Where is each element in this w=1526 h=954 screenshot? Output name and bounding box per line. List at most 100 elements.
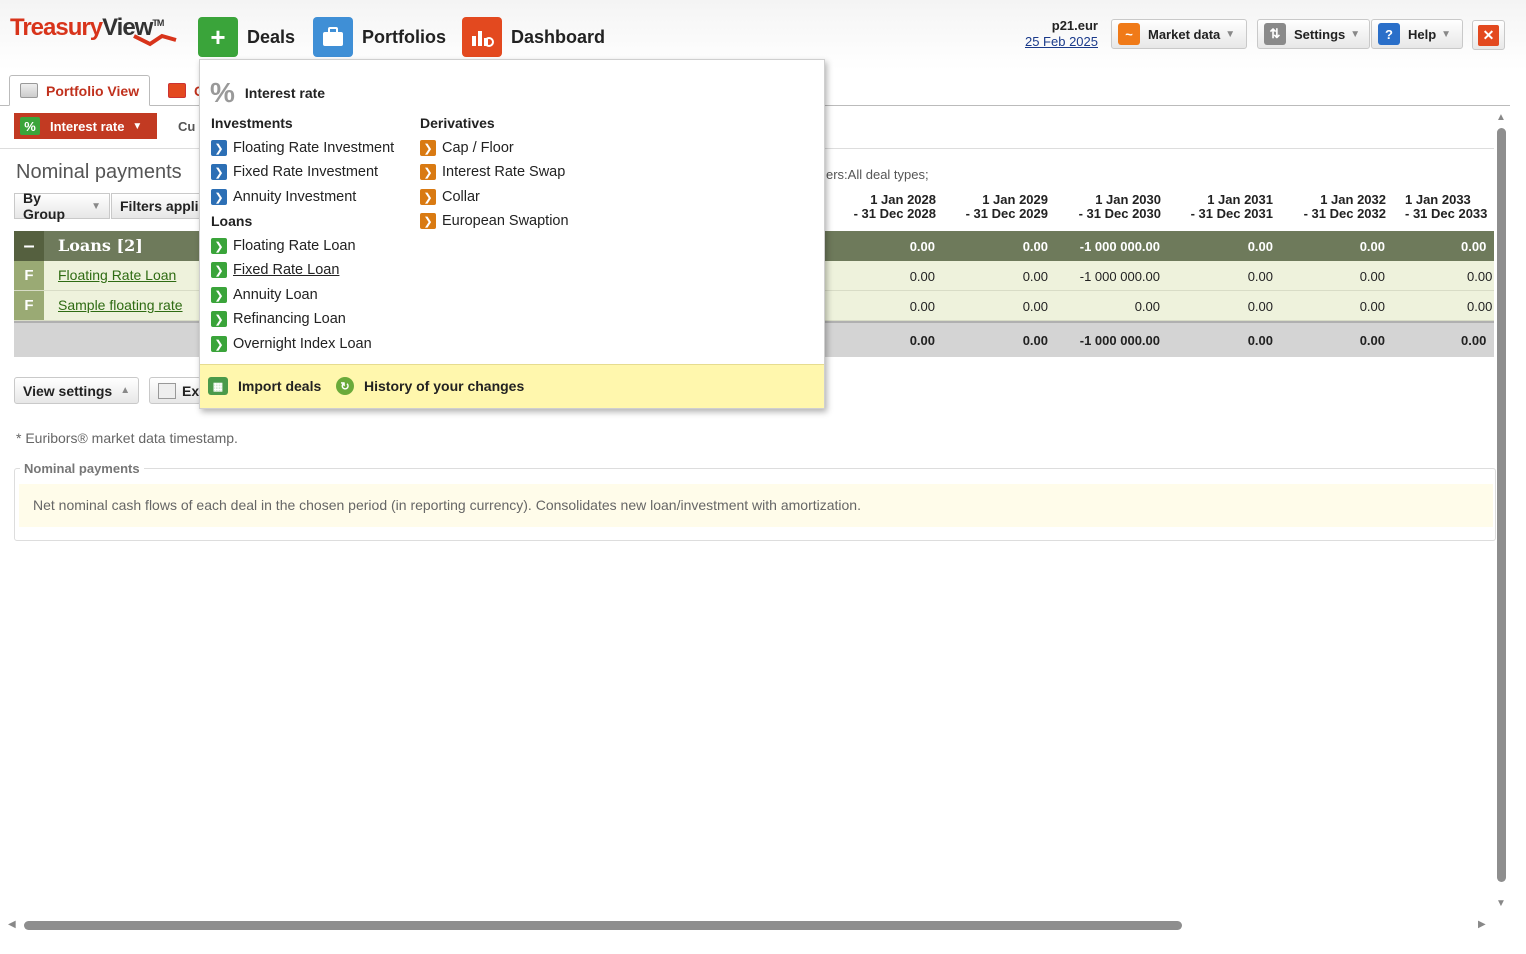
treasuryview-logo[interactable]: TreasuryViewTM	[10, 14, 164, 42]
logo-trademark: TM	[152, 18, 164, 28]
current-date-link[interactable]: 25 Feb 2025	[1024, 34, 1098, 49]
chevron-right-icon: ❯	[211, 287, 227, 303]
menu-item-interest-rate-swap[interactable]: ❯ Interest Rate Swap	[420, 164, 565, 180]
horizontal-scrollbar[interactable]: ◀ ▶	[0, 916, 1494, 934]
settings-label: Settings	[1294, 26, 1346, 42]
import-spreadsheet-icon: ▦	[208, 377, 228, 395]
menu-item-european-swaption[interactable]: ❯ European Swaption	[420, 213, 569, 229]
deal-name-link[interactable]: Floating Rate Loan	[58, 267, 177, 283]
chevron-right-icon: ❯	[211, 336, 227, 352]
nav-portfolios-label: Portfolios	[362, 26, 446, 47]
chevron-right-icon: ❯	[211, 238, 227, 254]
deals-dropdown-menu: % Interest rate Investments ❯ Floating Ra…	[199, 59, 825, 409]
collapse-icon[interactable]: –	[14, 231, 44, 261]
nav-deals-button[interactable]: + Deals	[198, 17, 295, 57]
dropdown-footer: ▦ Import deals ↻ History of your changes	[200, 364, 824, 408]
market-chart-icon: ~	[1118, 23, 1140, 45]
menu-item-overnight-index-loan[interactable]: ❯ Overnight Index Loan	[211, 336, 372, 352]
menu-item-label: Collar	[442, 189, 480, 205]
help-button[interactable]: ? Help ▼	[1371, 19, 1463, 49]
nav-dashboard-button[interactable]: Dashboard	[462, 17, 605, 57]
dropdown-heading: % Interest rate	[210, 77, 325, 109]
column-header-start: 1 Jan 2028	[870, 192, 936, 207]
nav-deals-label: Deals	[247, 26, 296, 47]
table-cell: 0.00	[1022, 269, 1048, 284]
table-cell: 0.00	[1461, 239, 1487, 254]
import-deals-button[interactable]: ▦ Import deals	[208, 377, 321, 395]
total-cell: 0.00	[909, 333, 935, 348]
close-button[interactable]: ✕	[1472, 20, 1505, 50]
menu-item-collar[interactable]: ❯ Collar	[420, 189, 480, 205]
menu-item-cap-floor[interactable]: ❯ Cap / Floor	[420, 140, 514, 156]
export-button[interactable]: Ex	[149, 377, 201, 404]
floating-flag-badge: F	[14, 291, 44, 320]
history-of-changes-button[interactable]: ↻ History of your changes	[336, 377, 524, 395]
page-title: Nominal payments	[16, 161, 182, 183]
menu-item-annuity-investment[interactable]: ❯ Annuity Investment	[211, 189, 356, 205]
vertical-scroll-thumb[interactable]	[1497, 128, 1506, 882]
nav-portfolios-button[interactable]: Portfolios	[313, 17, 446, 57]
horizontal-scroll-thumb[interactable]	[24, 921, 1182, 930]
by-group-button[interactable]: By Group ▼	[14, 190, 110, 222]
column-header: 1 Jan 2029- 31 Dec 2029	[935, 193, 1048, 221]
menu-item-refinancing-loan[interactable]: ❯ Refinancing Loan	[211, 311, 346, 327]
menu-item-label: Interest Rate Swap	[442, 164, 566, 180]
import-deals-label: Import deals	[238, 378, 322, 394]
scroll-up-icon[interactable]: ▲	[1496, 112, 1506, 123]
table-cell: 0.00	[909, 269, 935, 284]
deal-name-link[interactable]: Sample floating rate	[58, 297, 183, 313]
filters-applied-button[interactable]: Filters appli	[111, 193, 201, 219]
menu-item-label: Annuity Loan	[233, 287, 318, 303]
interest-rate-label: Interest rate	[50, 118, 125, 134]
vertical-scrollbar[interactable]: ▲ ▼	[1494, 112, 1510, 912]
column-header-start: 1 Jan 2032	[1320, 192, 1386, 207]
menu-item-floating-rate-loan[interactable]: ❯ Floating Rate Loan	[211, 238, 356, 254]
menu-item-label: Refinancing Loan	[233, 311, 346, 327]
table-cell: 0.00	[1359, 299, 1385, 314]
percent-icon: %	[20, 117, 40, 135]
logo-swoosh-icon	[133, 33, 177, 47]
scroll-left-icon[interactable]: ◀	[8, 919, 16, 930]
menu-item-fixed-rate-investment[interactable]: ❯ Fixed Rate Investment	[211, 164, 378, 180]
scroll-down-icon[interactable]: ▼	[1496, 898, 1506, 909]
chevron-down-icon: ▼	[91, 200, 101, 212]
help-question-icon: ?	[1378, 23, 1400, 45]
nav-dashboard-label: Dashboard	[511, 26, 606, 47]
market-data-button[interactable]: ~ Market data ▼	[1111, 19, 1247, 49]
help-label: Help	[1408, 26, 1437, 42]
menu-item-annuity-loan[interactable]: ❯ Annuity Loan	[211, 287, 318, 303]
total-cell: 0.00	[1247, 333, 1273, 348]
interest-rate-dropdown-button[interactable]: % Interest rate ▼	[14, 113, 157, 139]
dropdown-heading-label: Interest rate	[244, 85, 326, 101]
export-label: Ex	[182, 382, 200, 399]
export-icon	[158, 382, 176, 399]
column-header-end: - 31 Dec 2031	[1190, 206, 1273, 221]
info-panel	[14, 468, 1496, 541]
tab-portfolio-view[interactable]: Portfolio View	[9, 75, 151, 106]
close-icon: ✕	[1478, 24, 1499, 46]
scroll-right-icon[interactable]: ▶	[1478, 919, 1486, 930]
column-header: 1 Jan 2031- 31 Dec 2031	[1160, 193, 1273, 221]
column-header: 1 Jan 2028- 31 Dec 2028	[823, 193, 936, 221]
table-cell: 0.00	[1359, 239, 1385, 254]
menu-item-floating-rate-investment[interactable]: ❯ Floating Rate Investment	[211, 140, 394, 156]
view-settings-button[interactable]: View settings ▲	[14, 377, 140, 404]
menu-item-label: Fixed Rate Investment	[233, 164, 379, 180]
user-info: p21.eur 25 Feb 2025	[1025, 18, 1098, 50]
chevron-down-icon: ▼	[1225, 28, 1236, 40]
floating-flag-badge: F	[14, 261, 44, 290]
footnote: * Euribors® market data timestamp.	[16, 430, 238, 446]
column-header-start: 1 Jan 2029	[982, 192, 1048, 207]
loans-section-title: Loans	[211, 213, 253, 229]
chevron-down-icon: ▼	[132, 120, 143, 132]
settings-button[interactable]: ⇅ Settings ▼	[1257, 19, 1370, 49]
chevron-right-icon: ❯	[420, 164, 436, 180]
filter-note: ers:All deal types;	[826, 167, 929, 182]
currency-label: Cu	[178, 119, 196, 134]
chevron-right-icon: ❯	[211, 311, 227, 327]
menu-item-label: European Swaption	[442, 213, 569, 229]
group-name: Loans [2]	[58, 236, 143, 255]
menu-item-fixed-rate-loan[interactable]: ❯ Fixed Rate Loan	[211, 262, 339, 278]
table-cell: 0.00	[1467, 299, 1493, 314]
table-cell: 0.00	[909, 299, 935, 314]
